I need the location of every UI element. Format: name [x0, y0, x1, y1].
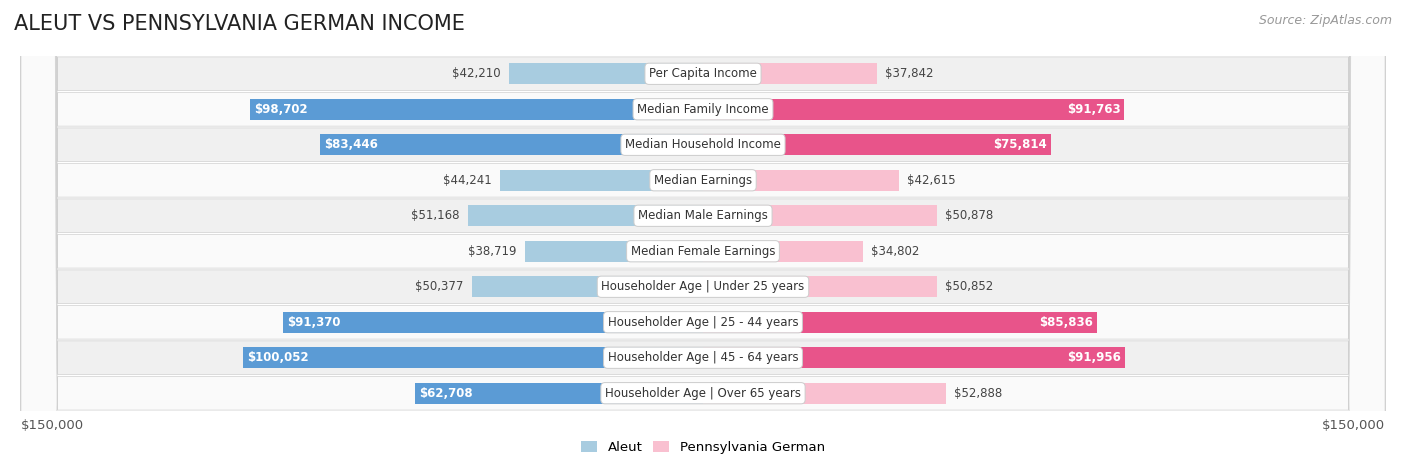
FancyBboxPatch shape	[21, 0, 1385, 467]
Text: Median Female Earnings: Median Female Earnings	[631, 245, 775, 258]
Text: Householder Age | Over 65 years: Householder Age | Over 65 years	[605, 387, 801, 400]
Legend: Aleut, Pennsylvania German: Aleut, Pennsylvania German	[581, 441, 825, 454]
Text: Source: ZipAtlas.com: Source: ZipAtlas.com	[1258, 14, 1392, 27]
Text: $38,719: $38,719	[468, 245, 517, 258]
Text: $51,168: $51,168	[411, 209, 460, 222]
Text: Householder Age | Under 25 years: Householder Age | Under 25 years	[602, 280, 804, 293]
Text: $52,888: $52,888	[955, 387, 1002, 400]
Text: Householder Age | 45 - 64 years: Householder Age | 45 - 64 years	[607, 351, 799, 364]
Text: $91,763: $91,763	[1067, 103, 1121, 116]
Text: Per Capita Income: Per Capita Income	[650, 67, 756, 80]
Bar	[284, 312, 703, 333]
FancyBboxPatch shape	[21, 0, 1385, 467]
Text: $83,446: $83,446	[323, 138, 378, 151]
Bar	[703, 64, 877, 84]
Text: Median Family Income: Median Family Income	[637, 103, 769, 116]
Bar	[526, 241, 703, 262]
Text: $62,708: $62,708	[419, 387, 472, 400]
Bar	[703, 383, 946, 403]
Text: $50,878: $50,878	[945, 209, 993, 222]
Text: $42,210: $42,210	[453, 67, 501, 80]
Bar	[703, 347, 1125, 368]
FancyBboxPatch shape	[21, 0, 1385, 467]
Text: $42,615: $42,615	[907, 174, 956, 187]
Bar	[703, 205, 936, 226]
Text: $50,852: $50,852	[945, 280, 993, 293]
FancyBboxPatch shape	[21, 0, 1385, 467]
Bar	[509, 64, 703, 84]
Text: $150,000: $150,000	[21, 419, 84, 432]
FancyBboxPatch shape	[21, 0, 1385, 467]
Text: ALEUT VS PENNSYLVANIA GERMAN INCOME: ALEUT VS PENNSYLVANIA GERMAN INCOME	[14, 14, 465, 34]
Text: Median Earnings: Median Earnings	[654, 174, 752, 187]
Bar	[703, 276, 936, 297]
FancyBboxPatch shape	[21, 0, 1385, 467]
FancyBboxPatch shape	[21, 0, 1385, 467]
Text: $98,702: $98,702	[254, 103, 308, 116]
Bar	[703, 312, 1097, 333]
Text: $34,802: $34,802	[872, 245, 920, 258]
Text: $37,842: $37,842	[884, 67, 934, 80]
Text: Median Household Income: Median Household Income	[626, 138, 780, 151]
Text: Householder Age | 25 - 44 years: Householder Age | 25 - 44 years	[607, 316, 799, 329]
FancyBboxPatch shape	[21, 0, 1385, 467]
Text: $100,052: $100,052	[247, 351, 309, 364]
Text: $50,377: $50,377	[415, 280, 464, 293]
Bar	[250, 99, 703, 120]
Bar	[415, 383, 703, 403]
Text: $75,814: $75,814	[993, 138, 1047, 151]
Bar	[703, 170, 898, 191]
Text: $85,836: $85,836	[1039, 316, 1092, 329]
Text: $91,370: $91,370	[287, 316, 342, 329]
Bar	[703, 99, 1125, 120]
Bar	[468, 205, 703, 226]
FancyBboxPatch shape	[21, 0, 1385, 467]
Bar	[471, 276, 703, 297]
Bar	[319, 134, 703, 155]
Text: $44,241: $44,241	[443, 174, 492, 187]
Bar	[703, 241, 863, 262]
Bar	[499, 170, 703, 191]
Text: $150,000: $150,000	[1322, 419, 1385, 432]
Bar	[703, 134, 1052, 155]
FancyBboxPatch shape	[21, 0, 1385, 467]
Text: $91,956: $91,956	[1067, 351, 1121, 364]
Text: Median Male Earnings: Median Male Earnings	[638, 209, 768, 222]
Bar	[243, 347, 703, 368]
